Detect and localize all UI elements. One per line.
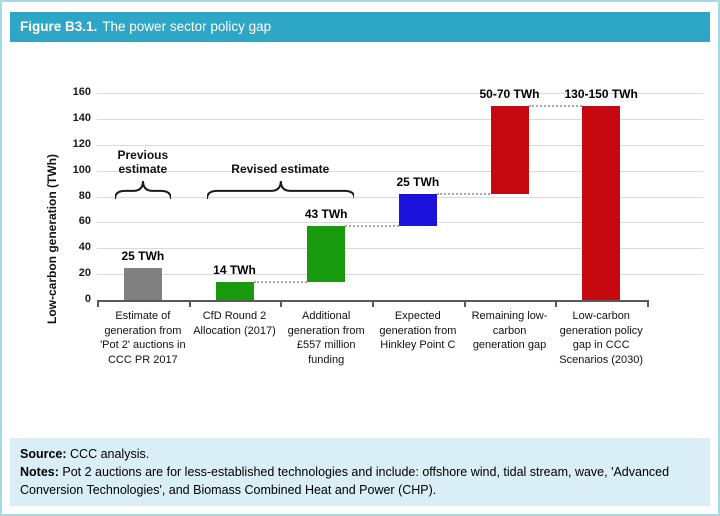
gridline-160 [97,93,703,94]
annotation-brace-1 [205,180,356,200]
category-label-3: Expected generation from Hinkley Point C [379,310,457,352]
bar-pot2-previous-estimate [123,267,162,300]
y-tick-label-20: 20 [78,267,91,280]
connector-level-14 [253,280,308,283]
footer-notes-box: Source: CCC analysis. Notes: Pot 2 aucti… [10,438,710,506]
annotation-brace-0 [113,180,172,200]
y-tick-label-100: 100 [72,163,91,176]
annotation-text-0: Previous estimate [117,147,169,177]
bar-policy-gap-2030 [582,105,621,300]
notes-text: Pot 2 auctions are for less-established … [20,464,670,497]
connector-level-82 [436,192,491,195]
category-label-1: CfD Round 2 Allocation (2017) [193,310,276,337]
value-label-additional-generation: 43 TWh [304,207,348,222]
figure-title: The power sector policy gap [102,19,272,34]
x-axis-tick [647,302,649,307]
category-label-0: Estimate of generation from 'Pot 2' auct… [100,310,186,366]
source-label: Source: [20,447,67,461]
value-label-policy-gap-2030: 130-150 TWh [564,86,638,101]
x-axis-tick [555,302,558,307]
bar-cfd-round2-allocation [215,281,254,300]
gridline-140 [97,118,703,120]
bar-remaining-gap [490,105,529,194]
gridline-40 [97,248,703,250]
value-label-remaining-gap: 50-70 TWh [479,86,540,101]
bar-hinkley-point-c [398,193,437,227]
figure-label: Figure B3.1. [20,19,98,34]
y-tick-label-60: 60 [78,215,91,228]
y-tick-label-0: 0 [84,293,91,305]
y-tick-label-80: 80 [78,189,91,202]
y-tick-label-120: 120 [72,137,91,150]
annotation-text-1: Revised estimate [231,161,330,176]
category-label-5: Low-carbon generation policy gap in CCC … [559,310,644,366]
notes-label: Notes: [20,464,59,479]
y-tick-label-160: 160 [72,86,91,98]
waterfall-chart: Low-carbon generation (TWh) Estimate of … [2,44,718,438]
value-label-hinkley-point-c: 25 TWh [396,174,440,189]
y-tick-label-140: 140 [72,111,91,124]
category-label-2: Additional generation from £557 million … [287,310,365,366]
notes-line: Notes: Pot 2 auctions are for less-estab… [20,464,700,500]
gridline-20 [97,274,703,276]
category-label-4: Remaining low-carbon generation gap [471,310,548,352]
value-label-pot2-previous-estimate: 25 TWh [121,248,165,263]
x-axis-category-labels: Estimate of generation from 'Pot 2' auct… [97,309,647,367]
source-text: CCC analysis. [66,447,150,461]
connector-level-150 [528,104,583,107]
figure-header: Figure B3.1. The power sector policy gap [10,12,710,42]
bar-additional-generation [307,226,346,282]
source-line: Source: CCC analysis. [20,446,700,464]
x-axis-tick [463,302,466,307]
gridline-100 [97,170,703,172]
y-axis-title: Low-carbon generation (TWh) [45,154,59,324]
x-axis-tick [188,302,191,307]
x-axis-tick [372,302,374,307]
x-axis-tick [280,302,283,307]
y-tick-label-40: 40 [78,241,91,254]
x-axis-line [97,300,649,302]
gridline-120 [97,144,703,146]
connector-level-57 [345,225,399,228]
x-axis-tick [97,302,99,307]
value-label-cfd-round2-allocation: 14 TWh [213,262,256,277]
